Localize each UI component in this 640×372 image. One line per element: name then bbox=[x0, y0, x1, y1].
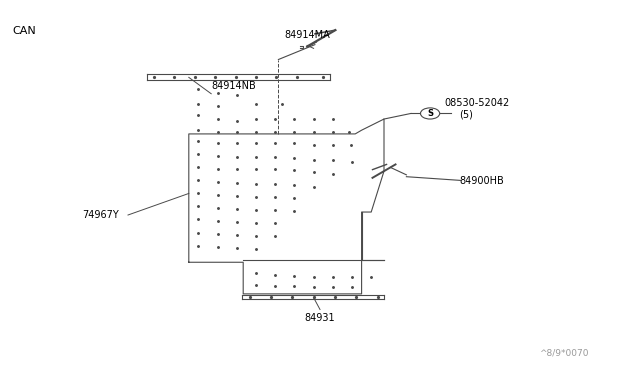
Text: 74967Y: 74967Y bbox=[82, 210, 118, 220]
Text: ^8/9*0070: ^8/9*0070 bbox=[540, 348, 589, 357]
Text: 84900HB: 84900HB bbox=[460, 176, 504, 186]
Text: 84931: 84931 bbox=[305, 313, 335, 323]
Text: 08530-52042: 08530-52042 bbox=[444, 98, 509, 108]
Text: S: S bbox=[427, 109, 433, 118]
Text: 84914NB: 84914NB bbox=[211, 81, 256, 91]
Text: (5): (5) bbox=[460, 110, 474, 120]
Text: CAN: CAN bbox=[13, 26, 36, 36]
Text: 84914MA: 84914MA bbox=[284, 30, 330, 40]
